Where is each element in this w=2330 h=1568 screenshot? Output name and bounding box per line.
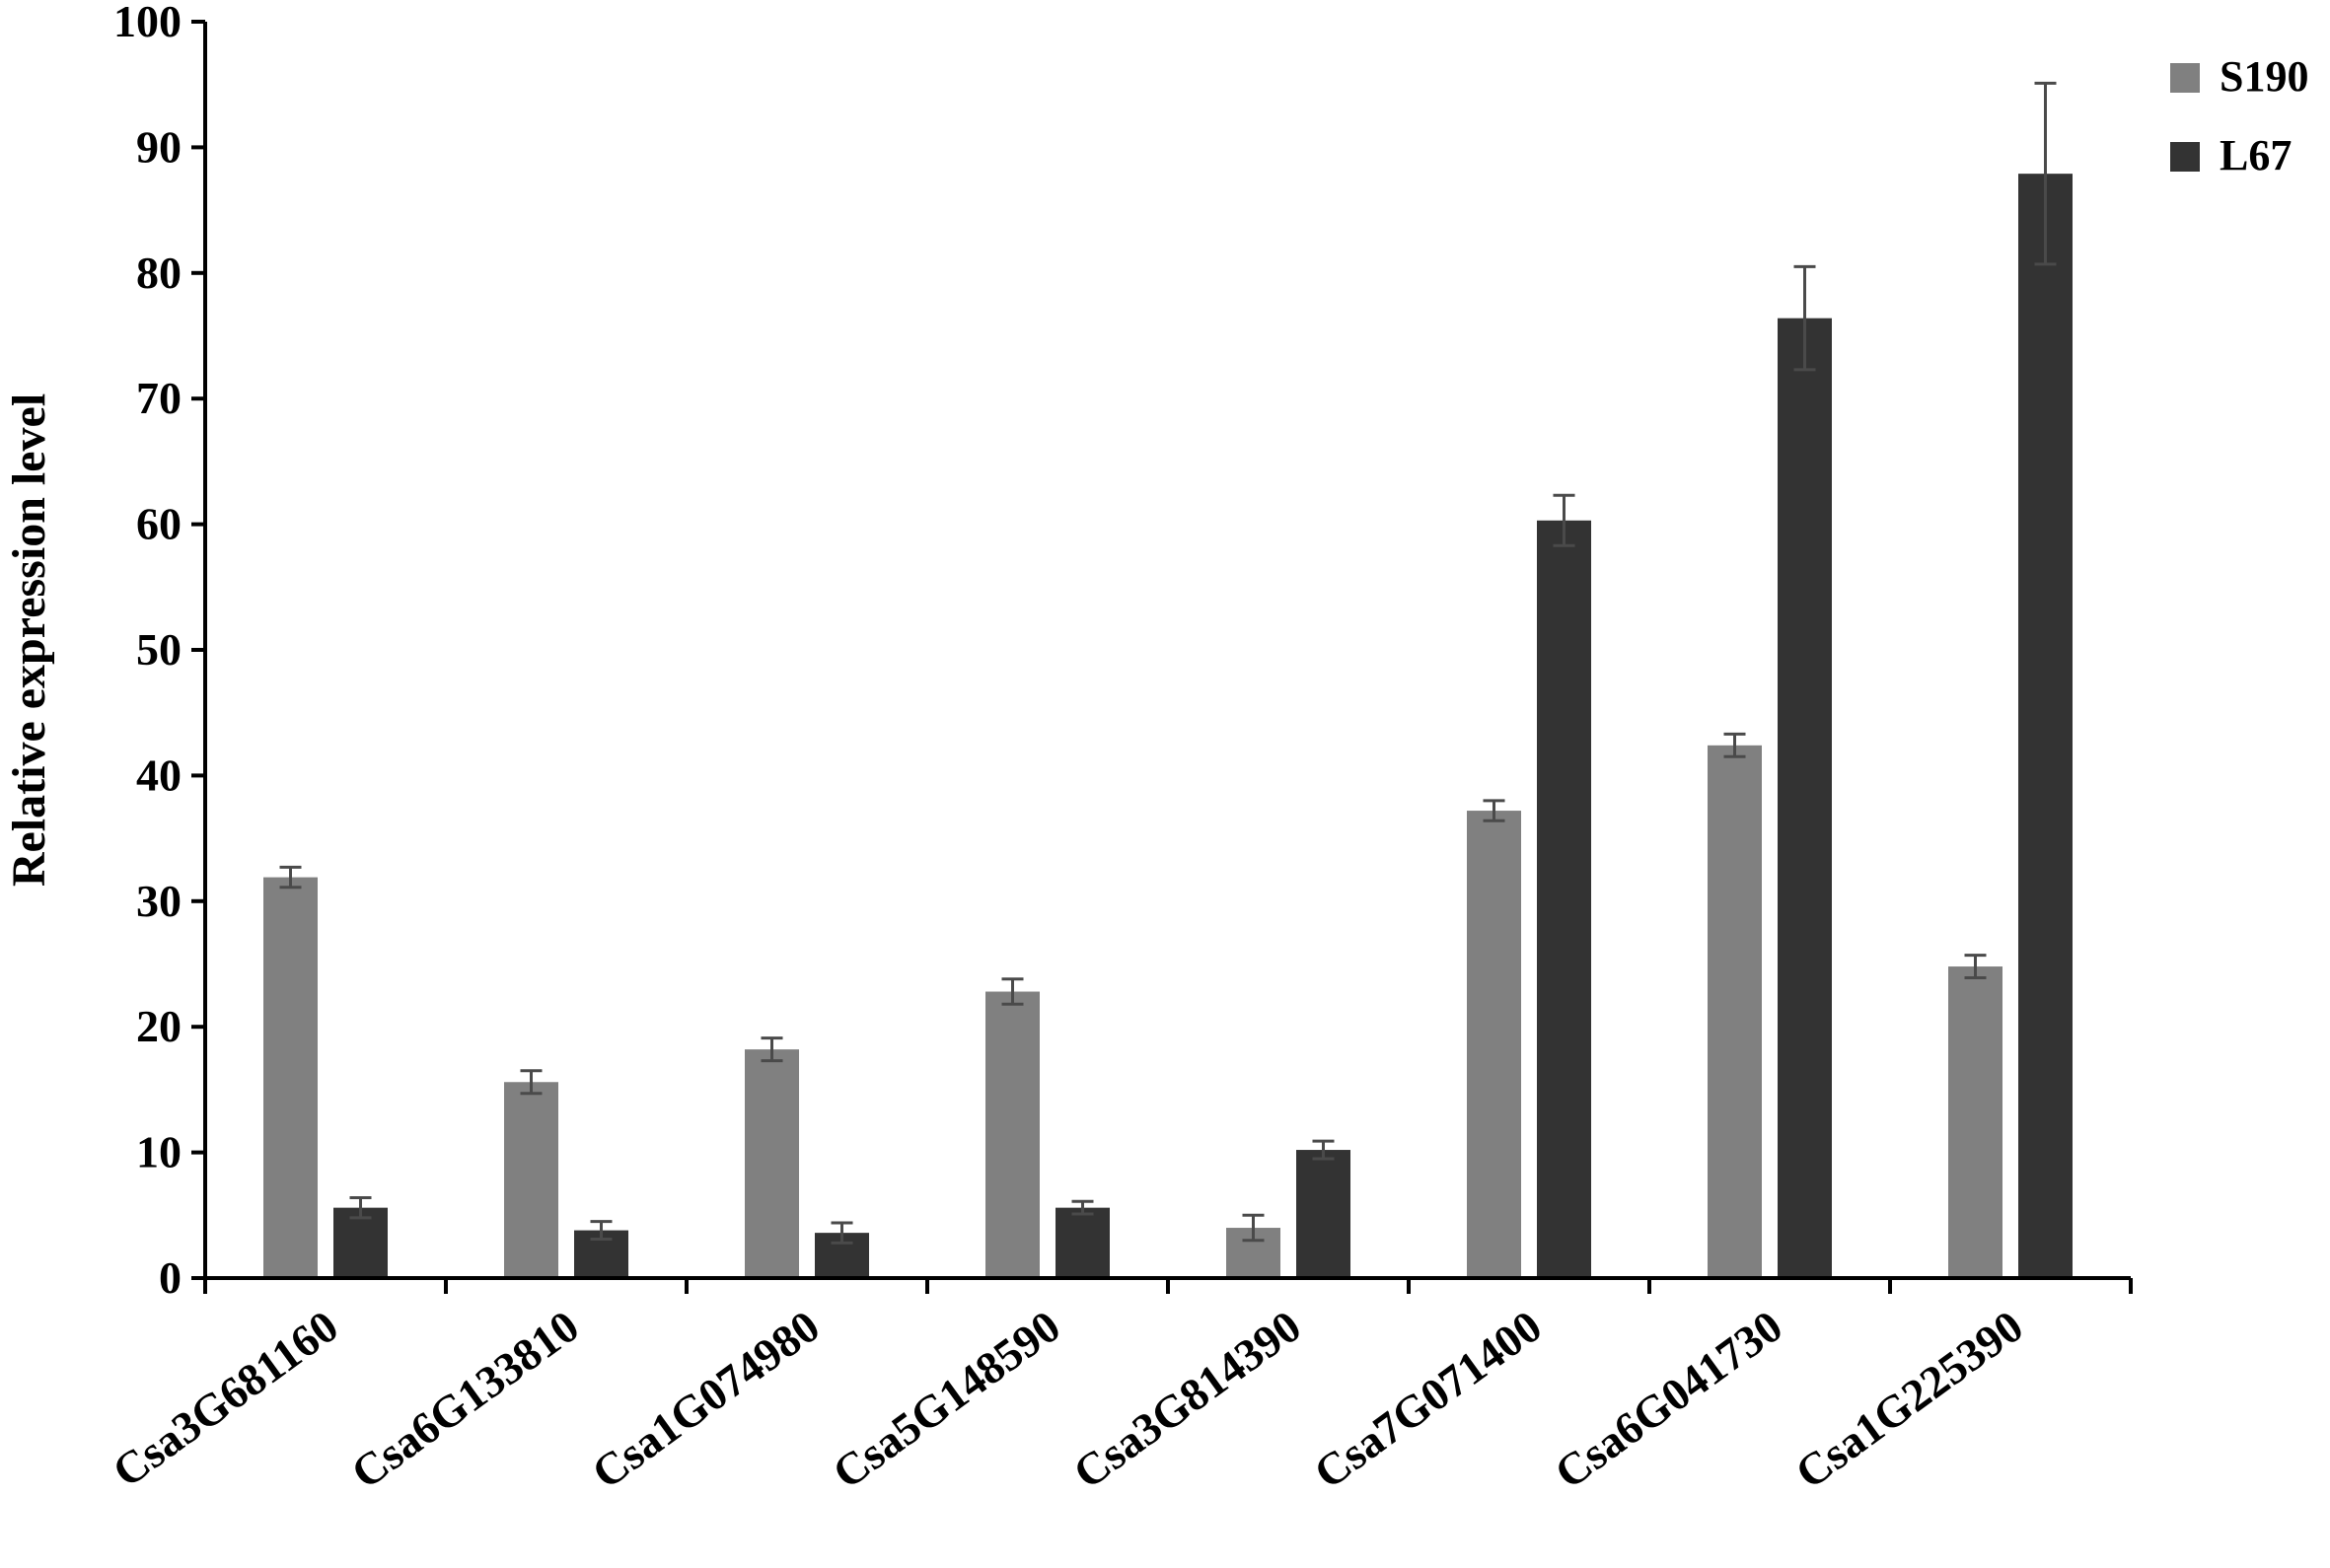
bar-s190 — [985, 991, 1040, 1278]
error-bar — [520, 1069, 543, 1096]
bar-s190 — [1708, 745, 1762, 1278]
error-bar — [1071, 1199, 1094, 1216]
y-tick-label: 60 — [136, 499, 182, 549]
category-label: Csa3G681160 — [104, 1301, 347, 1497]
legend-label: S190 — [2220, 52, 2308, 101]
y-axis-ticks: 0 10 20 30 40 50 60 70 80 90 100 — [113, 0, 205, 1303]
legend-swatch-s190 — [2170, 63, 2200, 93]
error-bar — [1483, 799, 1505, 822]
error-bar — [1723, 732, 1746, 758]
y-tick-label: 0 — [159, 1252, 182, 1303]
category-label: Csa6G041730 — [1546, 1301, 1791, 1498]
bar-s190 — [263, 877, 318, 1278]
error-bar — [1312, 1139, 1335, 1161]
bar-l67 — [333, 1207, 388, 1278]
category-label: Csa6G133810 — [342, 1301, 588, 1498]
x-axis-ticks: Csa3G681160Csa6G133810Csa1G074980Csa5G14… — [104, 1278, 2133, 1498]
bar-s190 — [1948, 966, 2002, 1278]
error-bar — [1242, 1213, 1265, 1243]
bar-s190 — [504, 1082, 558, 1278]
error-bar — [1001, 977, 1024, 1006]
y-tick-label: 30 — [136, 876, 182, 926]
error-bar — [279, 865, 302, 890]
y-tick-label: 90 — [136, 121, 182, 172]
y-tick-label: 100 — [113, 0, 182, 46]
bar-s190 — [745, 1049, 799, 1278]
y-tick-label: 10 — [136, 1127, 182, 1177]
y-axis-title: Relative expression level — [3, 393, 55, 887]
bar-l67 — [1778, 318, 1832, 1278]
legend-label: L67 — [2220, 131, 2292, 179]
error-bar — [761, 1036, 783, 1063]
error-bar — [1793, 264, 1816, 372]
category-label: Csa3G814390 — [1064, 1301, 1310, 1498]
y-tick-label: 70 — [136, 373, 182, 423]
error-bar — [349, 1195, 372, 1220]
bar-l67 — [2018, 174, 2073, 1278]
error-bar — [2034, 81, 2057, 266]
error-bar — [831, 1221, 853, 1245]
y-tick-label: 40 — [136, 749, 182, 800]
error-bar — [1964, 954, 1987, 980]
bar-l67 — [1056, 1207, 1110, 1278]
legend-swatch-l67 — [2170, 142, 2200, 172]
error-bar — [1553, 493, 1575, 547]
y-tick-label: 20 — [136, 1001, 182, 1051]
category-label: Csa5G148590 — [824, 1301, 1069, 1498]
y-tick-label: 80 — [136, 248, 182, 298]
category-label: Csa7G071400 — [1305, 1301, 1551, 1498]
bar-l67 — [1296, 1150, 1350, 1278]
bar-s190 — [1467, 811, 1521, 1278]
error-bars — [279, 81, 2057, 1245]
bars — [263, 174, 2073, 1278]
category-label: Csa1G074980 — [583, 1301, 829, 1498]
error-bar — [590, 1220, 613, 1242]
bar-l67 — [1537, 520, 1591, 1278]
legend: S190 L67 — [2170, 52, 2308, 179]
category-label: Csa1G225390 — [1786, 1301, 2032, 1498]
y-tick-label: 50 — [136, 624, 182, 675]
